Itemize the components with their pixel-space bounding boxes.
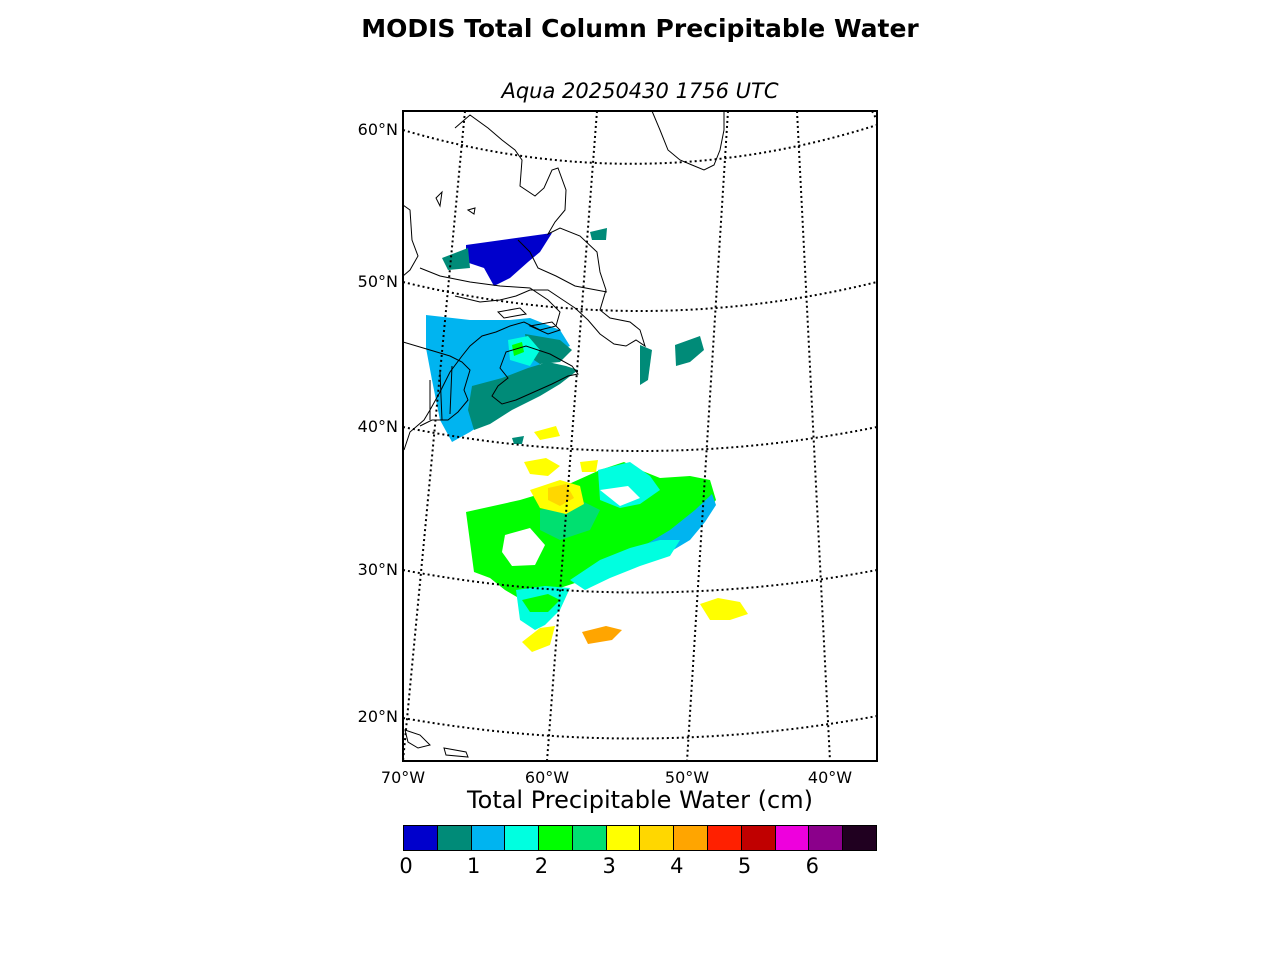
parallel-30n — [403, 569, 877, 594]
chart-title: MODIS Total Column Precipitable Water — [361, 14, 919, 43]
lon-label-50w: 50°W — [665, 768, 709, 787]
border-labrador — [517, 239, 608, 293]
meridian-40w — [796, 111, 831, 761]
tpw-region-cyan-gulf — [508, 336, 540, 366]
colorbar-swatch — [640, 826, 675, 850]
meridian-60w — [546, 111, 598, 761]
colorbar-tick-label: 5 — [737, 854, 752, 878]
colorbar-swatch — [471, 826, 506, 850]
tpw-region-atlantic-cyan-band — [570, 540, 680, 590]
colorbar-swatch — [606, 826, 641, 850]
map-background — [403, 111, 877, 761]
colorbar-tick-label: 2 — [534, 854, 549, 878]
tpw-region-south-yellow-small — [534, 426, 560, 440]
lon-label-40w: 40°W — [808, 768, 852, 787]
tpw-region-labrador-teal — [442, 248, 470, 270]
colorbar-swatch — [843, 826, 876, 850]
colorbar-swatch — [505, 826, 540, 850]
colorbar-swatch — [809, 826, 844, 850]
coastline-bermuda-caribbean — [404, 729, 431, 749]
parallel-50n — [403, 281, 877, 312]
colorbar — [403, 825, 877, 851]
lat-label-50n: 50°N — [358, 272, 398, 291]
coastline-anticosti — [496, 307, 528, 319]
coastline-greenland — [651, 111, 725, 171]
graticule — [403, 111, 877, 761]
tpw-region-yellow-north — [524, 458, 560, 476]
coastline-nova-scotia — [491, 345, 579, 405]
colorbar-tick-label: 0 — [399, 854, 413, 878]
coastlines — [403, 111, 725, 758]
coastline-hispaniola — [443, 747, 469, 758]
tpw-region-south-green — [522, 594, 560, 612]
meridian-70w — [403, 111, 466, 761]
parallel-60n — [403, 124, 877, 165]
precipitable-water-layer — [426, 228, 748, 652]
colorbar-swatch — [404, 826, 438, 850]
tpw-region-newfoundland-teal-small — [640, 345, 652, 385]
lat-label-60n: 60°N — [358, 120, 398, 139]
lon-label-60w: 60°W — [525, 768, 569, 787]
map-frame — [402, 110, 878, 762]
border-us-canada — [403, 341, 471, 427]
colorbar-tick-label: 6 — [805, 854, 819, 878]
lat-label-20n: 20°N — [358, 707, 398, 726]
tpw-region-green-gulf — [512, 342, 524, 356]
coastline-gulf-st-lawrence — [403, 267, 561, 451]
colorbar-label: Total Precipitable Water (cm) — [467, 786, 813, 814]
coastline-bay-hudson — [403, 204, 419, 277]
lat-label-40n: 40°N — [358, 417, 398, 436]
meridian-50w — [686, 111, 729, 761]
colorbar-swatch — [437, 826, 472, 850]
tpw-region-labrador-teal-east — [590, 228, 607, 240]
coastline-quebec-interior — [435, 190, 476, 215]
tpw-region-teal-speck — [512, 436, 524, 444]
tpw-region-atlantic-green — [466, 462, 716, 600]
tpw-region-white-gap — [502, 528, 545, 566]
chart-subtitle: Aqua 20250430 1756 UTC — [501, 79, 779, 103]
parallel-40n — [403, 426, 877, 452]
colorbar-swatch — [539, 826, 573, 850]
lat-label-30n: 30°N — [358, 560, 398, 579]
meridian-30w — [871, 111, 877, 121]
colorbar-tick-label: 1 — [467, 854, 481, 878]
tpw-region-newfoundland-teal — [675, 336, 704, 366]
colorbar-swatch — [674, 826, 709, 850]
tpw-region-nova-scotia-teal — [468, 362, 578, 430]
colorbar-tick-label: 3 — [602, 854, 616, 878]
tpw-region-white-gap-2 — [600, 486, 640, 506]
tpw-region-south-yellow — [522, 626, 555, 652]
tpw-region-nb-teal — [525, 334, 572, 364]
coastline-labrador — [454, 114, 646, 348]
colorbar-swatch — [775, 826, 810, 850]
lon-label-70w: 70°W — [381, 768, 425, 787]
tpw-region-yellow-north-2 — [580, 460, 598, 472]
tpw-region-labrador-dark — [466, 233, 552, 286]
coastline-pei — [528, 321, 561, 335]
colorbar-swatch — [741, 826, 776, 850]
tpw-region-south-orange — [582, 626, 622, 644]
colorbar-tick-label: 4 — [670, 854, 684, 878]
colorbar-swatch — [708, 826, 742, 850]
parallel-20n — [403, 715, 877, 740]
colorbar-swatch — [572, 826, 607, 850]
tpw-region-east-yellow — [700, 598, 748, 620]
